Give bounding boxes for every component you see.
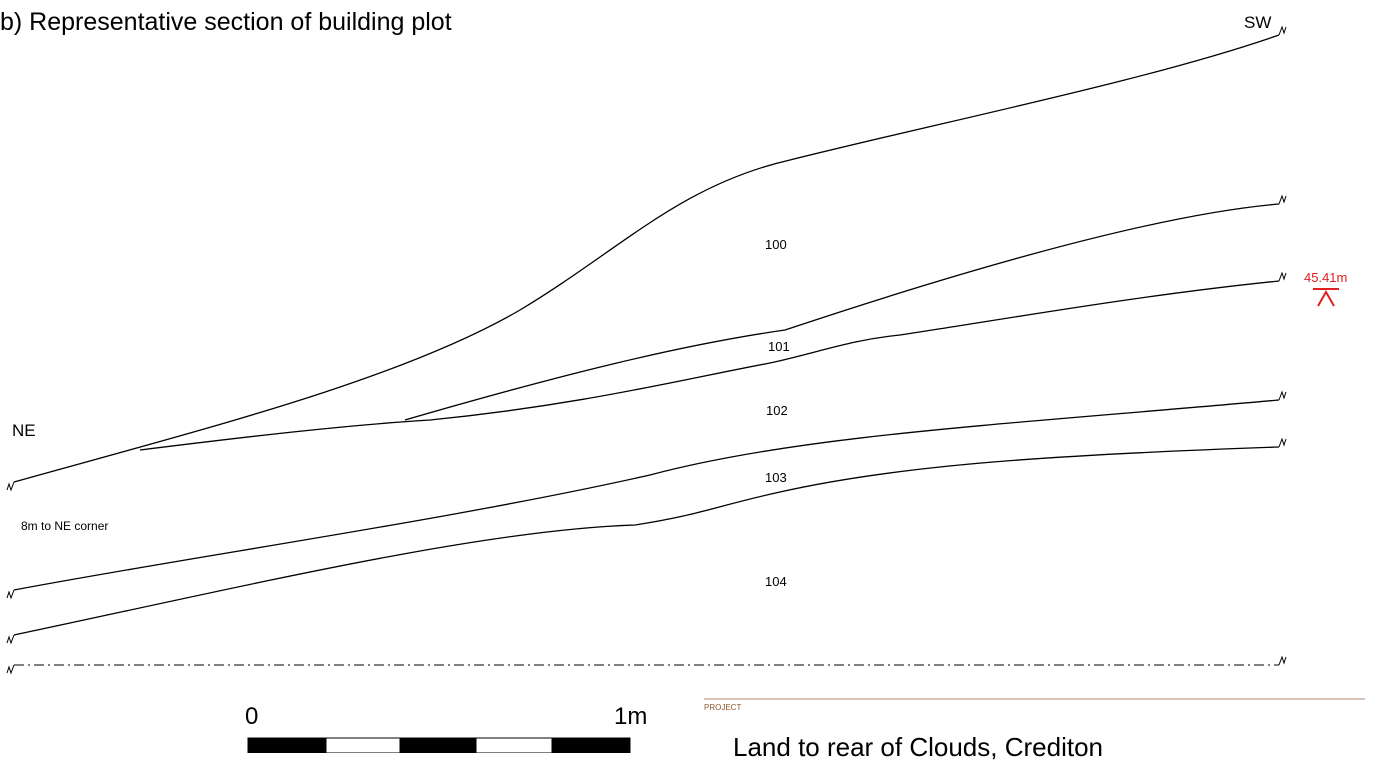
distance-note: 8m to NE corner [21,519,109,533]
break-symbol [1278,437,1287,448]
sw-orientation-label: SW [1244,13,1272,32]
break-symbol [6,634,15,645]
layer-label-101: 101 [768,339,790,354]
layer-label-104: 104 [765,574,787,589]
layer-label-102: 102 [766,403,788,418]
scale-start-label: 0 [245,703,259,730]
break-symbol [6,481,15,492]
break-symbol [6,664,15,675]
boundary-100-101 [404,203,1280,421]
scale-end-label: 1m [614,703,648,730]
break-symbol [1278,271,1287,282]
layer-label-100: 100 [765,237,787,252]
surface-line [13,34,1280,483]
break-symbol [6,589,15,600]
drawing-title: b) Representative section of building pl… [0,8,452,36]
layer-label-103: 103 [765,470,787,485]
break-symbol [1278,655,1287,666]
break-symbol [1278,390,1287,401]
project-label: PROJECT [704,703,742,712]
boundary-102-103 [13,399,1280,591]
break-symbol [1278,194,1287,205]
scale-bar [247,737,631,753]
elevation-label: 45.41m [1304,270,1348,285]
break-symbol [1278,25,1287,36]
boundary-101-102 [139,280,1280,451]
elevation-marker [1313,288,1339,307]
ne-orientation-label: NE [12,421,36,440]
boundary-103-104 [13,446,1280,636]
